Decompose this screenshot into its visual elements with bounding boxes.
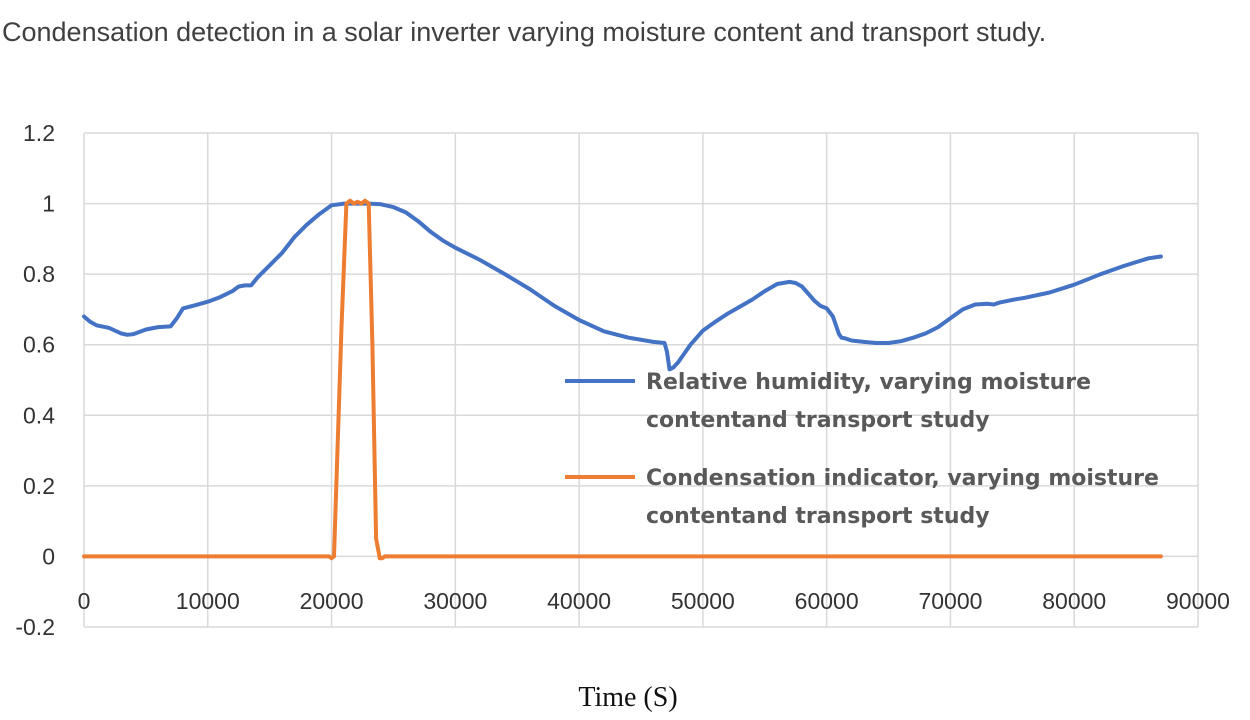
y-axis-ticks: -0.2 0 0.2 0.4 0.6 0.8 1 1.2	[15, 120, 55, 640]
series-lines	[82, 198, 1163, 561]
legend-label-2: contentand transport study	[646, 504, 990, 529]
y-tick-label: -0.2	[15, 614, 55, 640]
y-tick-label: 0.2	[23, 473, 55, 499]
chart-title: Condensation detection in a solar invert…	[2, 17, 1046, 47]
legend-label-1: Relative humidity, varying moisture	[646, 370, 1091, 395]
x-tick-label: 10000	[176, 588, 240, 614]
x-axis-label: Time (S)	[578, 682, 677, 713]
legend-label-2: Condensation indicator, varying moisture	[646, 466, 1159, 491]
y-tick-label: 1	[42, 191, 55, 217]
x-tick-label: 50000	[671, 588, 735, 614]
legend-label-1: contentand transport study	[646, 408, 990, 433]
x-tick-label: 0	[78, 588, 91, 614]
y-tick-label: 0.6	[23, 332, 55, 358]
x-axis-ticks: 0 10000 20000 30000 40000 50000 60000 70000 8000…	[78, 588, 1230, 614]
series-line-1	[82, 201, 1163, 372]
x-tick-label: 40000	[547, 588, 611, 614]
x-tick-label: 80000	[1042, 588, 1106, 614]
x-tick-label: 20000	[300, 588, 364, 614]
y-tick-label: 1.2	[23, 120, 55, 146]
y-tick-label: 0.8	[23, 261, 55, 287]
y-tick-label: 0	[42, 543, 55, 569]
series-line-2	[82, 198, 1163, 561]
y-tick-label: 0.4	[23, 402, 55, 428]
x-tick-label: 60000	[795, 588, 859, 614]
x-tick-label: 90000	[1166, 588, 1230, 614]
x-tick-label: 30000	[423, 588, 487, 614]
x-tick-label: 70000	[918, 588, 982, 614]
legend: Relative humidity, varying moisture conte…	[565, 370, 1159, 529]
